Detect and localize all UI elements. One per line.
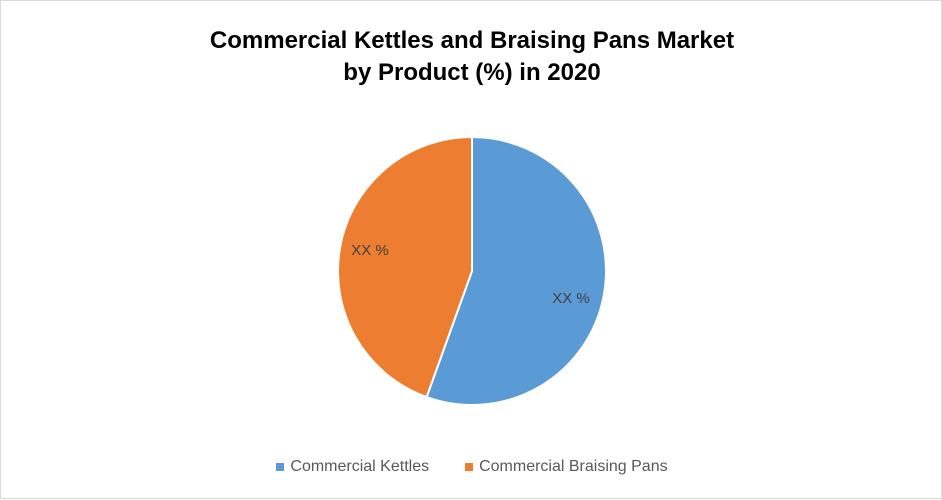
- chart-title-line-1: Commercial Kettles and Braising Pans Mar…: [209, 27, 735, 54]
- data-label-commercial-braising-pans: XX %: [351, 242, 389, 259]
- legend-swatch-commercial-braising-pans: [465, 463, 474, 471]
- pie-slice-commercial-kettles: [425, 135, 607, 406]
- chart-title-line-2: by Product (%) in 2020: [343, 59, 601, 86]
- legend-item-commercial-kettles: Commercial Kettles: [276, 458, 429, 476]
- legend-item-commercial-braising-pans: Commercial Braising Pans: [465, 458, 668, 476]
- legend-swatch-commercial-kettles: [276, 463, 285, 471]
- pie-slice-commercial-braising-pans: [337, 135, 473, 399]
- legend-label-commercial-kettles: Commercial Kettles: [290, 458, 430, 475]
- legend: Commercial Kettles Commercial Braising P…: [1, 458, 942, 476]
- data-label-commercial-kettles: XX %: [552, 290, 590, 307]
- legend-label-commercial-braising-pans: Commercial Braising Pans: [479, 458, 668, 475]
- chart-title: Commercial Kettles and Braising Pans Mar…: [1, 25, 942, 89]
